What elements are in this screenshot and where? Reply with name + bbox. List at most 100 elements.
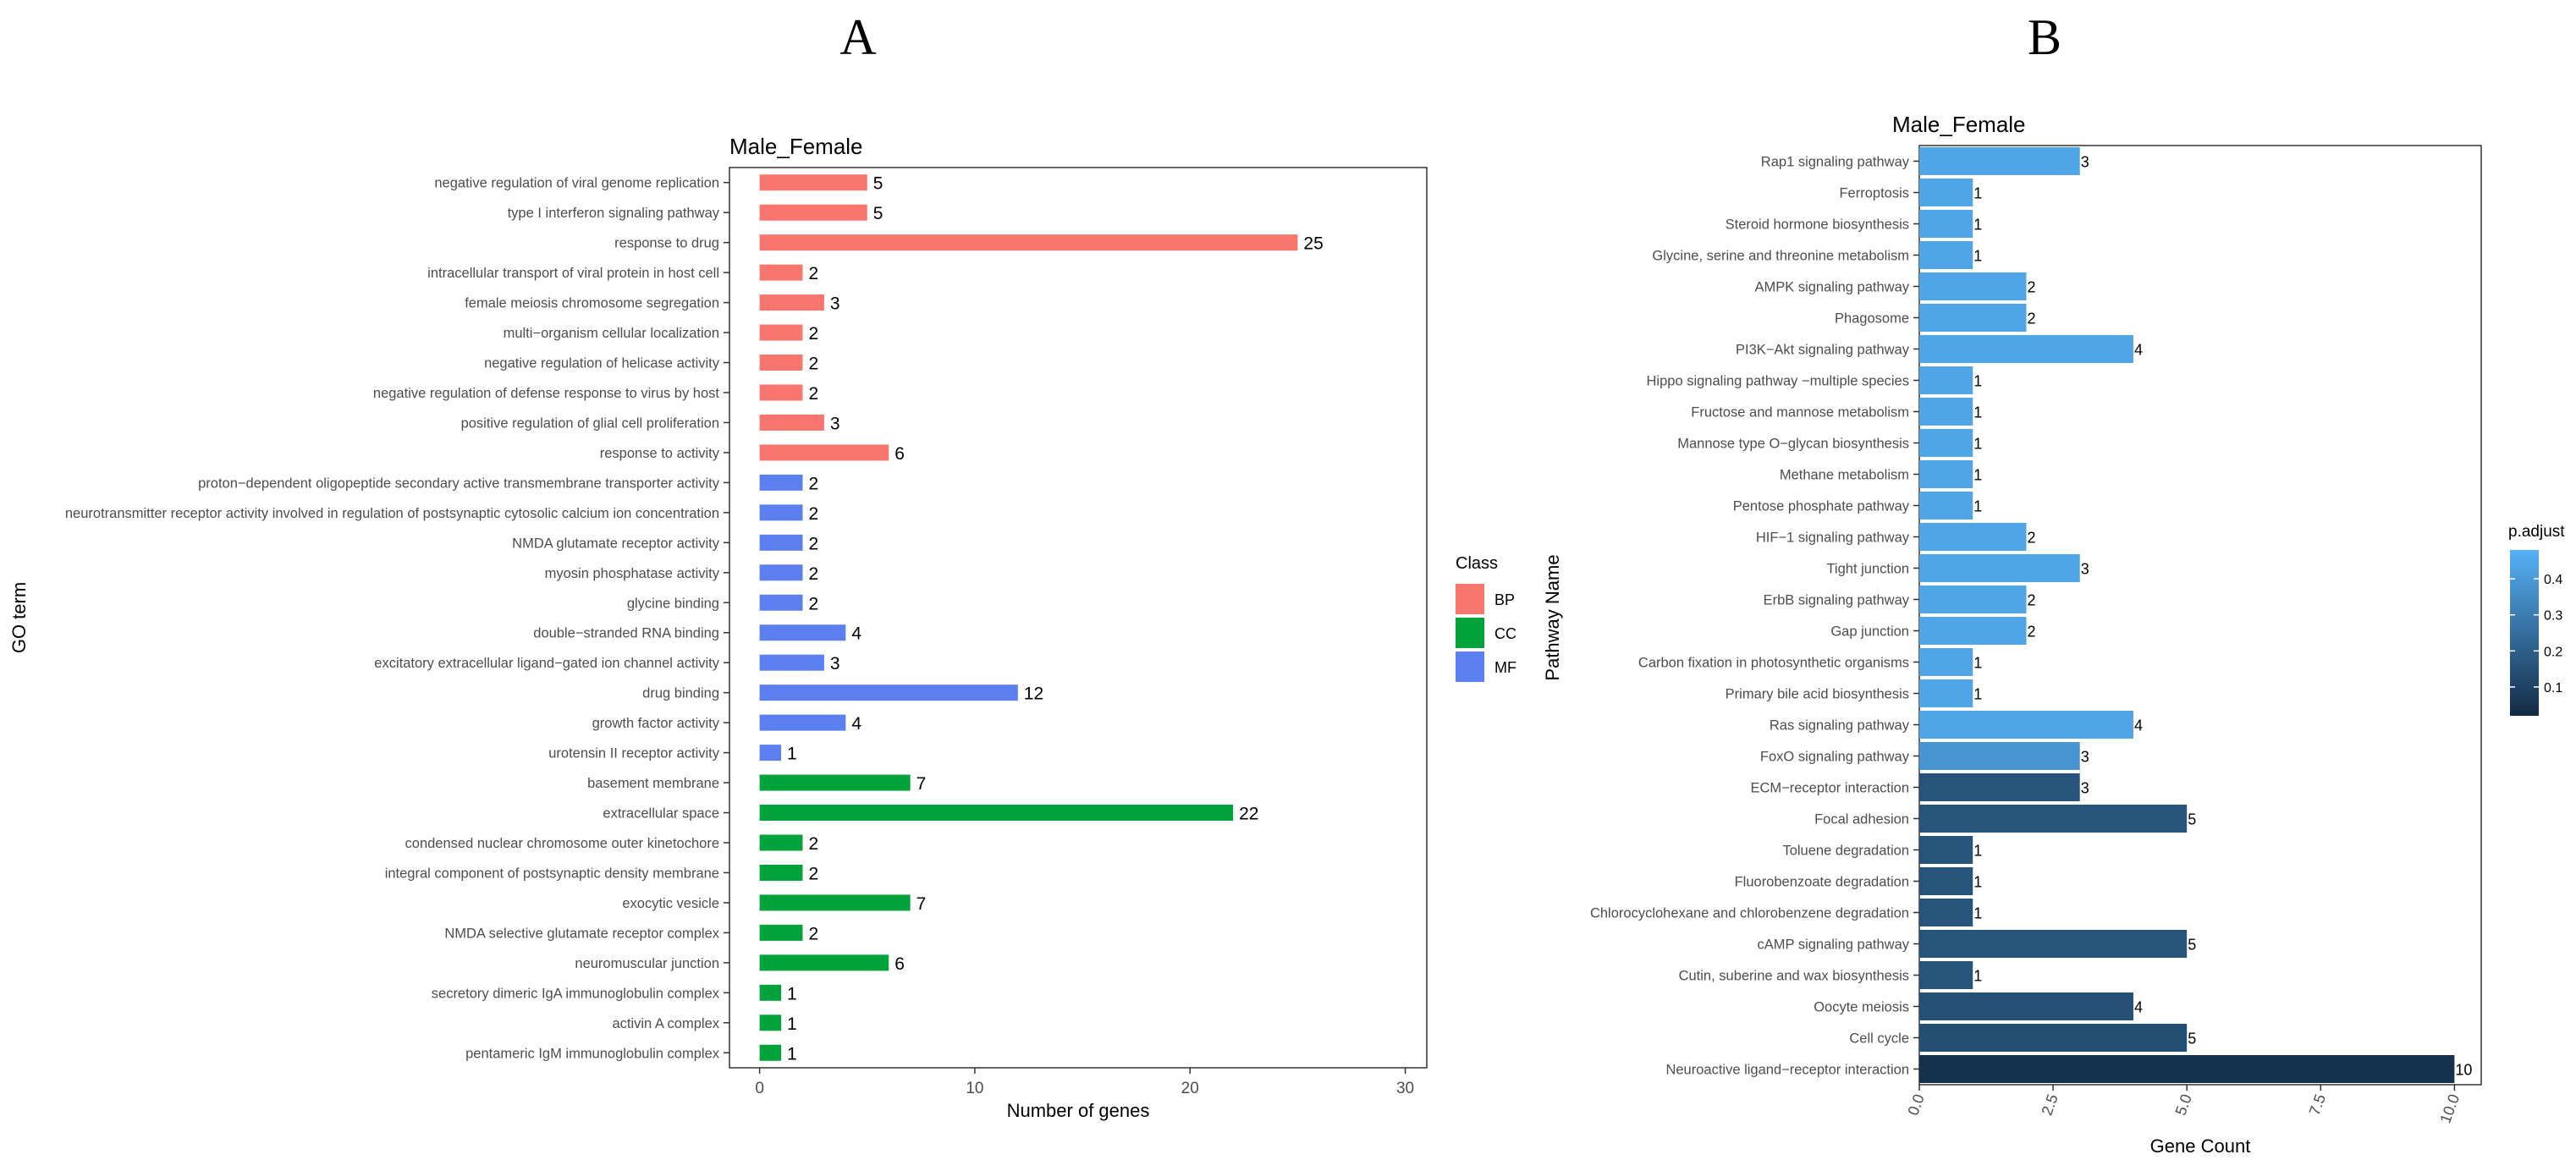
go-term-label: condensed nuclear chromosome outer kinet… — [405, 836, 719, 851]
x-tick-label: 5.0 — [2172, 1092, 2195, 1118]
bar-bp — [759, 294, 824, 311]
pathway-bar — [1919, 492, 1973, 520]
go-term-label: negative regulation of viral genome repl… — [434, 176, 719, 191]
pathway-label: Methane metabolism — [1780, 468, 1909, 483]
pathway-bar — [1919, 679, 1973, 707]
bar-bp — [759, 204, 867, 221]
bar-value-label: 6 — [894, 954, 905, 974]
bar-cc — [759, 924, 803, 941]
bar-mf — [759, 564, 803, 581]
bar-value-label: 2 — [2027, 279, 2035, 296]
panel-a-legend: Class BP CC MF — [1456, 554, 1516, 682]
go-term-label: pentameric IgM immunoglobulin complex — [465, 1046, 720, 1061]
bar-bp — [759, 384, 803, 401]
bar-value-label: 1 — [1973, 686, 1982, 703]
pathway-label: Gap junction — [1830, 624, 1909, 640]
pathway-bar — [1919, 930, 2188, 958]
colorbar — [2510, 550, 2539, 716]
go-term-label: positive regulation of glial cell prolif… — [461, 415, 719, 431]
go-term-label: neuromuscular junction — [575, 956, 719, 971]
bar-mf — [759, 684, 1018, 701]
panel-b: B Male_Female 3 1 1 1 2 2 4 1 1 1 1 1 2 3 2 2 1 1 4 3 3 5 1 1 1 5 1 4… — [1542, 9, 2565, 1157]
bar-cc — [759, 894, 911, 911]
bar-value-label: 10 — [2455, 1062, 2472, 1079]
pathway-label: HIF−1 signaling pathway — [1756, 531, 1910, 546]
bar-mf — [759, 745, 782, 761]
x-tick-label: 2.5 — [2038, 1092, 2061, 1118]
bar-mf — [759, 594, 803, 611]
go-term-label: multi−organism cellular localization — [504, 326, 719, 341]
pathway-label: Tight junction — [1826, 562, 1909, 577]
pathway-label: Cell cycle — [1849, 1031, 1909, 1047]
legend-title: Class — [1456, 554, 1498, 573]
pathway-bar — [1919, 648, 1973, 676]
colorbar-tick-label: 0.2 — [2544, 645, 2562, 659]
x-tick-label: 7.5 — [2306, 1092, 2329, 1118]
go-term-label: growth factor activity — [592, 716, 720, 731]
bar-value-label: 1 — [787, 984, 797, 1003]
bar-cc — [759, 805, 1234, 822]
bar-cc — [759, 834, 803, 851]
go-term-label: female meiosis chromosome segregation — [465, 296, 719, 311]
bar-value-label: 1 — [1973, 968, 1982, 985]
pathway-label: Fluorobenzoate degradation — [1735, 875, 1909, 890]
go-term-label: secretory dimeric IgA immunoglobulin com… — [432, 986, 720, 1001]
bar-value-label: 3 — [830, 654, 840, 673]
bar-cc — [759, 774, 911, 791]
legend-label: CC — [1494, 625, 1516, 642]
bar-value-label: 12 — [1024, 684, 1043, 704]
bar-value-label: 1 — [1973, 436, 1982, 453]
bar-value-label: 7 — [916, 774, 927, 794]
bar-value-label: 6 — [894, 444, 905, 464]
pathway-bar — [1919, 961, 1973, 989]
bar-value-label: 4 — [2134, 342, 2143, 359]
bar-mf — [759, 504, 803, 521]
bar-value-label: 4 — [851, 624, 861, 644]
pathway-bar — [1919, 179, 1973, 206]
bar-value-label: 1 — [1973, 373, 1982, 390]
bar-value-label: 5 — [2188, 811, 2196, 828]
bar-value-label: 2 — [808, 264, 818, 283]
pathway-bar — [1919, 398, 1973, 426]
bar-cc — [759, 864, 803, 881]
legend-swatch-bp — [1456, 584, 1484, 614]
colorbar-tick-label: 0.3 — [2544, 609, 2562, 624]
bar-value-label: 2 — [808, 504, 818, 524]
bar-value-label: 1 — [1973, 843, 1982, 860]
colorbar-tick-label: 0.1 — [2544, 681, 2562, 695]
go-term-label: urotensin II receptor activity — [548, 746, 720, 761]
bar-value-label: 1 — [787, 1044, 797, 1064]
bar-value-label: 2 — [808, 534, 818, 553]
pathway-label: Steroid hormone biosynthesis — [1726, 217, 1909, 233]
pathway-label: Toluene degradation — [1782, 844, 1909, 859]
go-term-label: NMDA glutamate receptor activity — [512, 536, 720, 551]
go-term-label: neurotransmitter receptor activity invol… — [65, 506, 719, 521]
bar-cc — [759, 954, 889, 971]
pathway-label: Rap1 signaling pathway — [1761, 155, 1910, 170]
pathway-bar — [1919, 460, 1973, 488]
go-term-label: integral component of postsynaptic densi… — [385, 866, 719, 881]
bar-value-label: 1 — [1973, 655, 1982, 672]
bar-mf — [759, 654, 824, 671]
go-term-label: proton−dependent oligopeptide secondary … — [198, 476, 720, 491]
bar-value-label: 1 — [1973, 248, 1982, 265]
pathway-label: Cutin, suberine and wax biosynthesis — [1679, 969, 1909, 984]
pathway-label: Pentose phosphate pathway — [1733, 499, 1910, 514]
bar-value-label: 1 — [1973, 185, 1982, 202]
bar-value-label: 1 — [1973, 498, 1982, 515]
pathway-bar — [1919, 241, 1973, 269]
pathway-bar — [1919, 992, 2133, 1020]
pathway-bar — [1919, 272, 2027, 300]
bar-cc — [759, 1014, 782, 1031]
pathway-bar — [1919, 836, 1973, 864]
bar-cc — [759, 1044, 782, 1061]
pathway-label: Carbon fixation in photosynthetic organi… — [1638, 656, 1909, 671]
bar-value-label: 2 — [808, 384, 818, 404]
legend-swatch-mf — [1456, 651, 1484, 682]
x-tick-label: 10.0 — [2436, 1092, 2463, 1126]
pathway-bar — [1919, 711, 2133, 739]
x-tick-label: 20 — [1181, 1080, 1199, 1097]
go-term-label: type I interferon signaling pathway — [508, 206, 720, 221]
